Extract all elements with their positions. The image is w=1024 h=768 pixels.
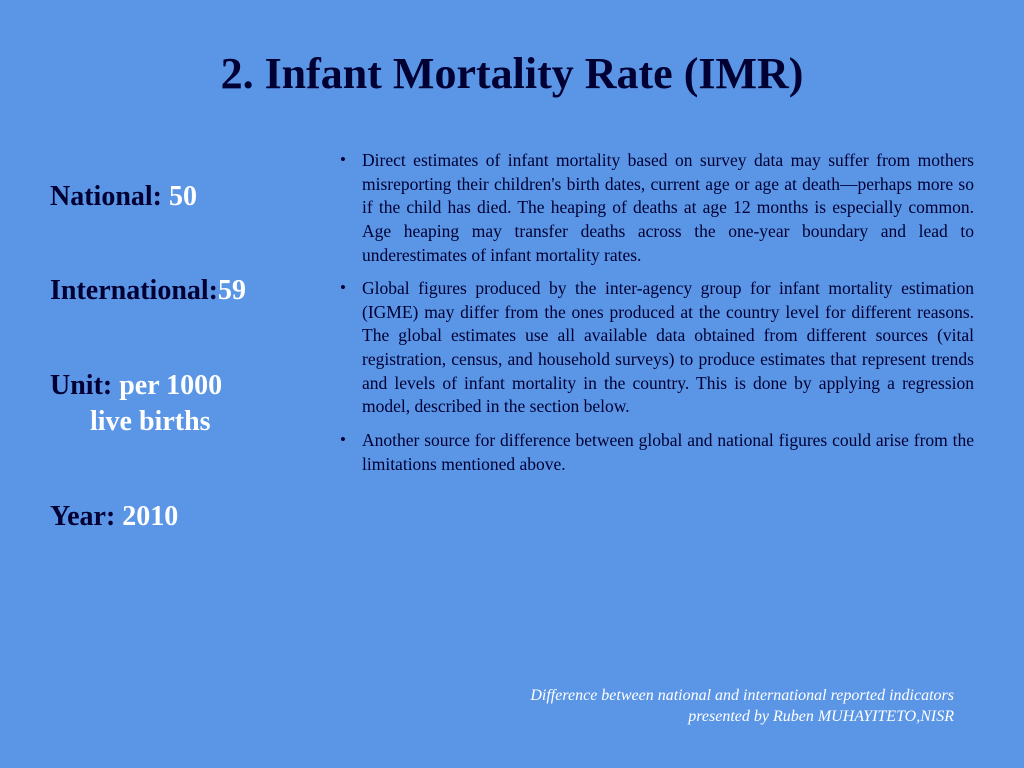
- stat-unit: Unit: per 1000 live births: [50, 368, 315, 441]
- stat-international: International:59: [50, 273, 315, 309]
- stat-year-label: Year:: [50, 501, 122, 532]
- stat-year-value: 2010: [122, 501, 178, 532]
- footer-credit: Difference between national and internat…: [530, 686, 954, 728]
- slide-title: 2. Infant Mortality Rate (IMR): [0, 0, 1024, 129]
- stat-international-label: International:: [50, 275, 218, 306]
- bullets-column: Direct estimates of infant mortality bas…: [330, 129, 974, 593]
- bullet-item-3: Another source for difference between gl…: [330, 429, 974, 476]
- bullet-item-2: Global figures produced by the inter-age…: [330, 277, 974, 419]
- footer-line-2: presented by Ruben MUHAYITETO,NISR: [530, 707, 954, 728]
- stat-unit-label: Unit:: [50, 370, 119, 401]
- footer-line-1: Difference between national and internat…: [530, 686, 954, 707]
- content-area: National: 50 International:59 Unit: per …: [0, 129, 1024, 593]
- stat-national-label: National:: [50, 181, 169, 212]
- stat-international-value: 59: [218, 275, 246, 306]
- stats-column: National: 50 International:59 Unit: per …: [50, 129, 330, 593]
- stat-year: Year: 2010: [50, 499, 315, 535]
- stat-unit-value-line2: live births: [50, 406, 211, 437]
- stat-national: National: 50: [50, 179, 315, 215]
- bullet-list: Direct estimates of infant mortality bas…: [330, 149, 974, 476]
- bullet-item-1: Direct estimates of infant mortality bas…: [330, 149, 974, 267]
- stat-unit-value: per 1000: [119, 370, 222, 401]
- stat-national-value: 50: [169, 181, 197, 212]
